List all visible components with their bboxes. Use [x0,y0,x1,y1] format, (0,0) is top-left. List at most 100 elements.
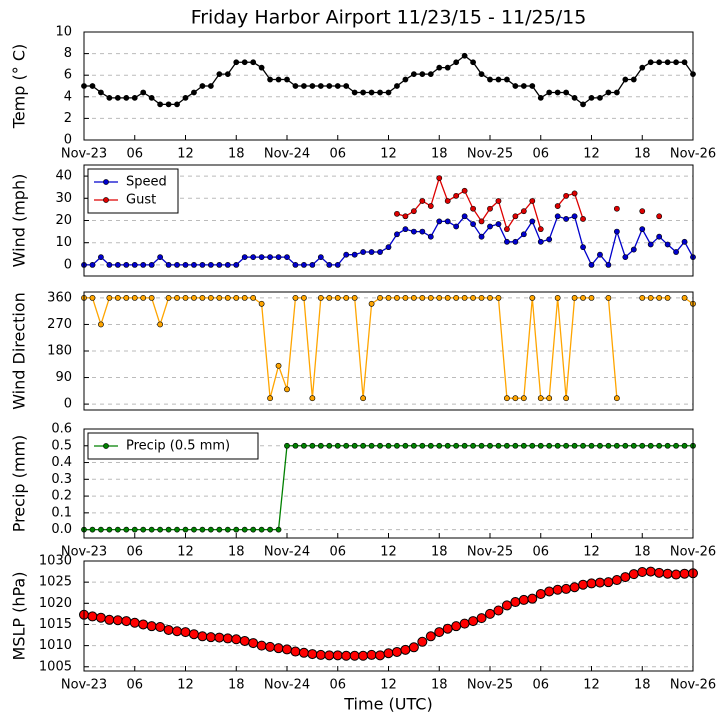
data-point [444,64,451,71]
data-point [104,614,115,625]
x-tick-label: Nov-26 [670,678,716,693]
data-point [375,650,386,661]
data-point [563,192,570,199]
data-point [123,94,130,101]
data-point [106,294,113,301]
data-point [444,442,451,449]
data-point [199,526,206,533]
x-tick-label: Nov-26 [670,147,716,162]
data-point [258,254,265,261]
data-point [571,442,578,449]
data-point [250,254,257,261]
y-tick-label: 90 [55,370,72,385]
data-point [495,294,502,301]
x-tick-label: 06 [126,678,143,693]
data-point [504,226,510,233]
data-point [140,89,147,96]
data-point [578,579,589,590]
data-point [461,52,468,59]
data-point [622,76,629,83]
data-point [282,644,292,655]
data-point [444,294,451,301]
data-point [334,261,341,268]
x-tick-label: Nov-25 [467,678,513,693]
data-point [89,83,96,89]
data-point [368,300,375,307]
x-tick-label: 18 [228,678,245,693]
x-tick-label: Nov-23 [61,147,107,162]
data-point [89,261,96,268]
data-point [256,640,267,651]
x-tick-label: 12 [583,545,600,560]
data-point [174,261,180,268]
data-point [343,442,350,449]
data-point [233,526,240,533]
data-point [224,526,231,533]
data-point [563,89,570,96]
data-point [275,362,282,369]
data-point [114,94,121,101]
x-tick-label: 12 [380,678,397,693]
data-point [537,395,544,402]
data-point [301,294,307,301]
data-point [605,294,612,301]
y-tick-label: 30 [55,191,72,206]
data-point [453,192,460,199]
data-point [292,442,299,449]
data-point [315,649,326,660]
data-point [664,241,671,248]
legend-marker [103,443,109,449]
x-tick-label: 06 [329,147,346,162]
data-point [656,59,663,66]
data-point [537,94,544,101]
data-point [89,526,96,533]
data-point [410,442,417,449]
data-point [546,395,553,402]
legend-label: Speed [126,175,167,190]
data-point [106,94,113,101]
data-point [317,254,324,261]
x-tick-label: 06 [532,147,549,162]
data-point [114,526,121,533]
x-tick-label: 18 [634,147,651,162]
data-point [309,83,316,89]
data-point [205,632,216,643]
data-point [588,261,595,268]
y-axis-label: Precip (mm) [10,435,29,533]
data-point [586,578,597,589]
data-point [383,648,394,659]
data-point [419,71,426,78]
data-point [394,210,400,217]
legend-label: Precip (0.5 mm) [126,439,230,454]
data-point [679,568,690,579]
data-point [436,442,443,449]
y-tick-label: 2 [64,111,72,126]
data-point [241,254,248,261]
data-point [410,228,417,235]
data-point [298,647,309,658]
data-point [385,442,392,449]
data-point [360,249,367,255]
data-point [157,254,164,261]
data-point [453,223,460,230]
data-point [138,619,149,630]
plot-frame [83,428,694,539]
data-point [87,611,98,622]
data-point [520,208,527,215]
x-tick-label: Nov-24 [264,147,310,162]
data-point [630,442,637,449]
data-point [157,101,164,108]
x-tick-label: 18 [634,545,651,560]
data-point [224,294,231,301]
data-point [326,261,333,268]
data-point [241,294,248,301]
data-point [131,94,138,101]
data-point [681,238,688,245]
data-point [366,649,377,660]
data-point [535,589,546,599]
data-point [495,442,502,449]
y-tick-label: 0 [64,397,72,412]
data-point [434,627,445,638]
data-point [512,213,519,220]
data-point [301,261,307,268]
